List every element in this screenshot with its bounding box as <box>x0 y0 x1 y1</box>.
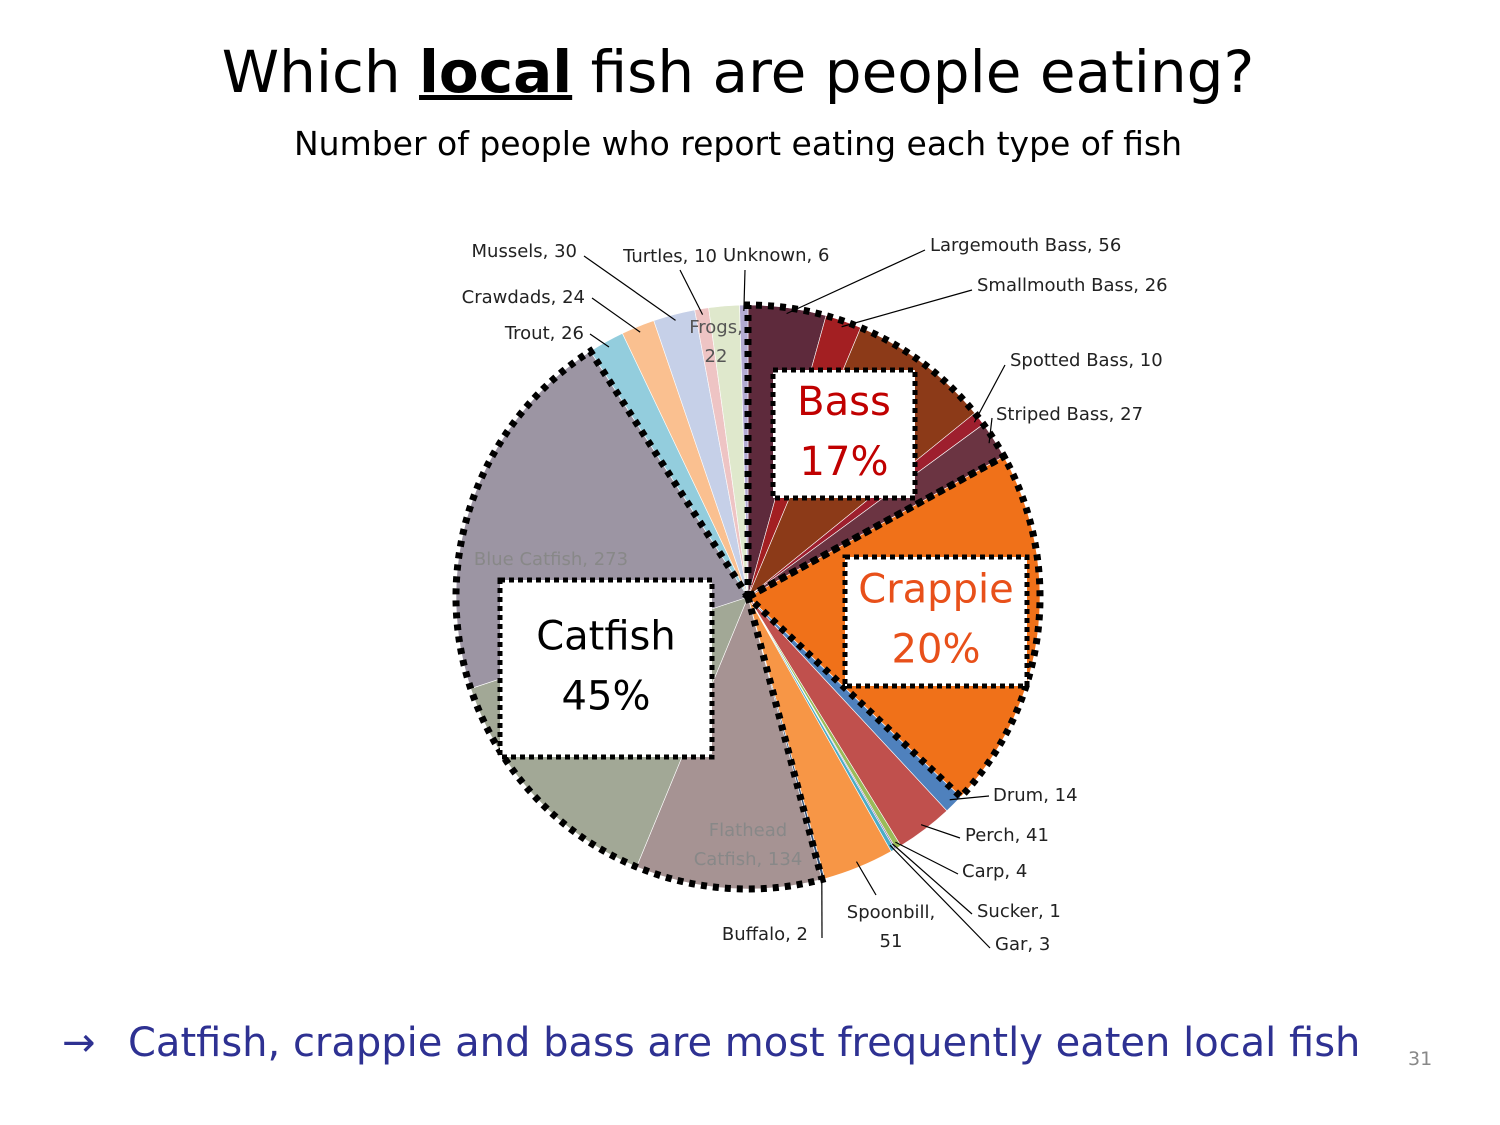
leader-line <box>589 333 610 348</box>
data-label: Carp, 4 <box>962 861 1027 882</box>
group-outline <box>744 301 1009 603</box>
leader-line <box>891 843 973 915</box>
annotation-box <box>842 554 1030 689</box>
data-label: Spoonbill, <box>847 902 935 923</box>
group-outline <box>452 346 827 893</box>
data-label: Perch, 41 <box>965 825 1049 846</box>
arrow: → <box>62 1020 96 1066</box>
group-outline <box>742 451 1044 802</box>
title-part: Which <box>221 38 420 106</box>
annotation-box <box>770 367 918 501</box>
data-label: Buffalo, 2 <box>722 924 808 945</box>
data-label: Mussels, 30 <box>472 241 578 262</box>
data-label: Gar, 3 <box>995 934 1050 955</box>
data-label: Striped Bass, 27 <box>996 404 1143 425</box>
data-label: Blue Catfish, 273 <box>474 549 628 570</box>
leader-line <box>949 795 990 801</box>
data-label: Spotted Bass, 10 <box>1010 350 1163 371</box>
subtitle: Number of people who report eating each … <box>293 124 1183 163</box>
leader-line <box>855 861 877 896</box>
data-label: Smallmouth Bass, 26 <box>977 275 1168 296</box>
page-number: 31 <box>1408 1048 1433 1070</box>
leader-line <box>679 269 704 315</box>
leader-line <box>591 297 641 333</box>
data-label: Frogs, <box>689 317 743 338</box>
annotation-text: Bass <box>797 379 891 425</box>
annotation-text: Crappie <box>858 567 1013 613</box>
data-label: Trout, 26 <box>504 323 584 344</box>
leader-line <box>786 249 926 315</box>
data-label: Sucker, 1 <box>977 901 1061 922</box>
leader-line <box>889 844 991 949</box>
annotation-text: 17% <box>800 439 889 485</box>
data-label: Catfish, 134 <box>694 849 803 870</box>
leader-line <box>895 841 959 875</box>
data-label: Turtles, 10 <box>622 246 717 267</box>
title: Which local fish are people eating? <box>0 38 1476 106</box>
leader-line <box>920 824 961 839</box>
leader-line <box>841 289 973 328</box>
data-label: Unknown, 6 <box>723 245 829 266</box>
leader-line <box>973 364 1006 423</box>
annotation-text: 45% <box>562 674 651 720</box>
annotation-box <box>497 577 715 760</box>
data-label: 51 <box>880 931 903 952</box>
annotation-text: 20% <box>892 627 981 673</box>
title-emphasis: local <box>419 38 573 106</box>
data-label: 22 <box>705 346 728 367</box>
leader-line <box>583 255 676 321</box>
data-label: Crawdads, 24 <box>462 287 585 308</box>
title-part: fish are people eating? <box>572 38 1255 106</box>
conclusion: Catfish, crappie and bass are most frequ… <box>128 1020 1361 1066</box>
annotation-text: Catfish <box>536 614 676 660</box>
leader-line <box>743 269 746 312</box>
data-label: Flathead <box>709 820 787 841</box>
data-label: Drum, 14 <box>993 785 1078 806</box>
data-label: Largemouth Bass, 56 <box>930 235 1121 256</box>
